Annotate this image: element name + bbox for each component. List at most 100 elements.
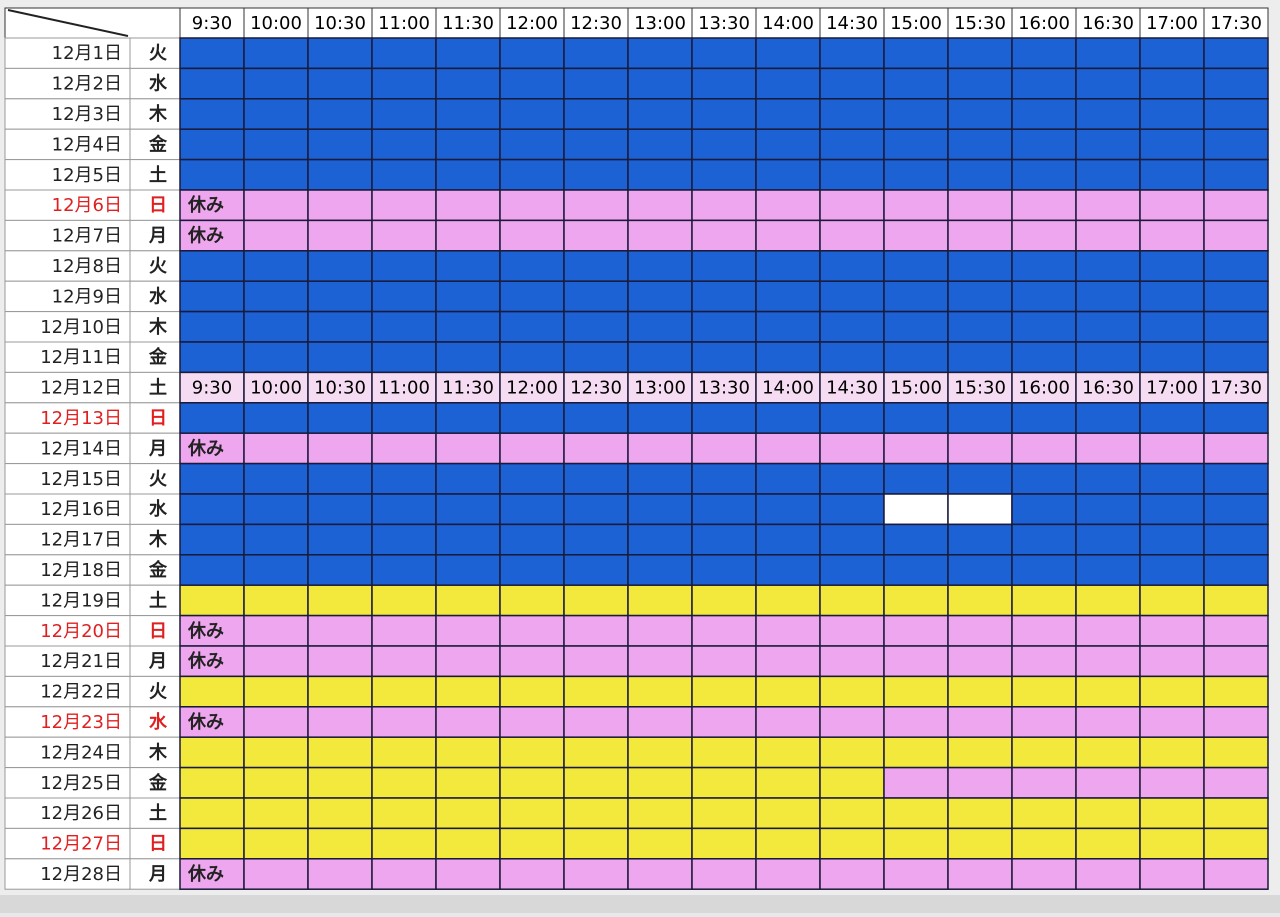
date: 12月9日 — [52, 286, 122, 307]
cell — [1139, 614, 1205, 647]
cell — [307, 280, 373, 313]
cell-text: 16:00 — [1018, 378, 1070, 399]
weekday: 金 — [148, 559, 168, 581]
cell — [243, 584, 309, 617]
cell — [307, 250, 373, 282]
cell — [691, 341, 757, 374]
cell — [947, 432, 1013, 465]
cell — [1011, 371, 1077, 404]
cell-text: 14:30 — [826, 378, 878, 399]
cell — [947, 250, 1013, 282]
cell — [179, 158, 245, 191]
cell — [1075, 766, 1141, 799]
cell — [179, 371, 245, 404]
cell — [755, 462, 821, 495]
cell — [243, 493, 309, 526]
cell — [947, 493, 1013, 526]
cell — [819, 37, 885, 70]
cell — [435, 341, 501, 374]
cell — [1075, 523, 1141, 556]
cell — [1011, 706, 1077, 738]
cell — [435, 827, 501, 860]
cell — [883, 219, 949, 252]
cell — [755, 827, 821, 860]
weekday: 火 — [149, 682, 168, 703]
weekday-cell — [129, 767, 181, 799]
weekday-cell — [129, 675, 181, 708]
weekday-cell — [129, 797, 181, 829]
cell — [179, 67, 245, 100]
cell — [499, 128, 565, 161]
cell — [1203, 675, 1269, 708]
weekday: 火 — [149, 43, 168, 64]
cell — [499, 98, 565, 130]
cell — [563, 341, 629, 374]
cell — [1139, 706, 1205, 738]
cell — [883, 614, 949, 647]
time-header: 13:30 — [698, 13, 750, 34]
cell — [243, 614, 309, 647]
cell — [499, 158, 565, 191]
cell-text: 17:30 — [1210, 378, 1262, 399]
cell — [1075, 584, 1141, 617]
cell — [1075, 645, 1141, 678]
cell — [179, 736, 245, 769]
cell — [435, 371, 501, 404]
cell — [371, 189, 437, 222]
cell — [947, 280, 1013, 313]
cell — [755, 675, 821, 708]
cell — [307, 189, 373, 222]
time-header: 11:00 — [378, 13, 430, 34]
cell — [1203, 827, 1269, 860]
cell — [1203, 614, 1269, 647]
cell — [563, 128, 629, 161]
cell — [1203, 493, 1269, 526]
cell — [883, 584, 949, 617]
cell — [819, 614, 885, 647]
cell — [499, 554, 565, 586]
cell — [243, 797, 309, 830]
cell — [307, 158, 373, 191]
time-header: 15:00 — [890, 13, 942, 34]
date: 12月19日 — [40, 590, 122, 611]
cell — [435, 736, 501, 769]
date-cell — [4, 797, 131, 829]
cell — [755, 554, 821, 586]
weekday: 木 — [148, 741, 168, 763]
weekday-cell — [129, 402, 181, 434]
cell — [435, 310, 501, 343]
cell — [371, 858, 437, 890]
cell — [499, 310, 565, 343]
weekday: 金 — [148, 133, 168, 155]
cell — [819, 797, 885, 830]
weekday: 金 — [148, 346, 168, 368]
cell — [691, 523, 757, 556]
cell — [1139, 341, 1205, 374]
cell — [307, 462, 373, 495]
cell — [691, 432, 757, 465]
cell — [371, 554, 437, 586]
weekday: 木 — [148, 529, 168, 551]
cell — [883, 523, 949, 556]
cell — [1011, 584, 1077, 617]
cell — [1011, 402, 1077, 434]
cell — [1075, 554, 1141, 586]
corner-diagonal — [7, 9, 129, 37]
cell — [1011, 523, 1077, 556]
cell — [755, 432, 821, 465]
cell — [243, 675, 309, 708]
cell — [563, 280, 629, 313]
cell — [435, 523, 501, 556]
cell — [883, 432, 949, 465]
cell — [1203, 554, 1269, 586]
cell — [627, 341, 693, 374]
cell — [883, 280, 949, 313]
cell — [243, 462, 309, 495]
cell — [947, 797, 1013, 830]
weekday-cell — [129, 37, 181, 69]
cell — [1075, 37, 1141, 70]
cell — [947, 614, 1013, 647]
date-cell — [4, 402, 131, 434]
cell — [243, 67, 309, 100]
cell — [179, 858, 245, 890]
